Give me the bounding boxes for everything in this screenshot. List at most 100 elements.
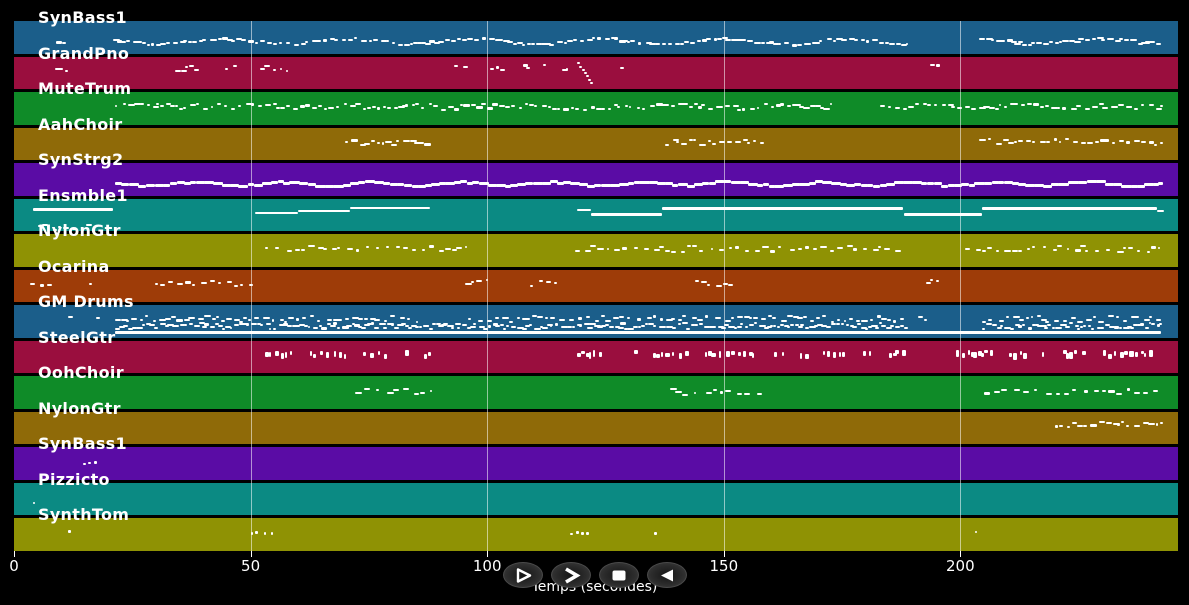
note-mark bbox=[462, 65, 469, 68]
note-mark bbox=[517, 183, 526, 187]
note-mark bbox=[1158, 182, 1164, 186]
note-mark bbox=[149, 324, 155, 327]
note-mark bbox=[687, 185, 695, 189]
note-mark bbox=[377, 142, 380, 145]
note-mark bbox=[585, 353, 590, 357]
track-label: MuteTrum bbox=[38, 79, 132, 98]
note-mark bbox=[253, 183, 263, 187]
stop-icon bbox=[612, 570, 626, 580]
note-mark bbox=[1046, 141, 1051, 144]
note-mark bbox=[901, 43, 907, 46]
note-mark bbox=[1070, 108, 1077, 111]
note-mark bbox=[597, 37, 601, 40]
note-mark bbox=[632, 325, 639, 328]
note-mark bbox=[830, 322, 836, 325]
note-mark bbox=[283, 181, 290, 185]
note-mark bbox=[1056, 393, 1060, 396]
note-mark bbox=[364, 324, 371, 327]
note-mark bbox=[829, 103, 833, 106]
note-mark bbox=[371, 106, 376, 109]
note-mark bbox=[354, 37, 358, 40]
note-mark bbox=[981, 327, 986, 330]
note-mark bbox=[37, 224, 41, 227]
note-mark bbox=[1036, 315, 1041, 318]
note-mark bbox=[1144, 326, 1149, 329]
note-mark bbox=[911, 181, 922, 185]
note-mark bbox=[681, 322, 689, 325]
fast-forward-icon bbox=[565, 566, 581, 584]
note-mark bbox=[866, 40, 870, 43]
note-mark bbox=[360, 326, 366, 329]
note-mark bbox=[848, 37, 856, 40]
note-mark bbox=[1055, 327, 1062, 330]
note-mark bbox=[342, 326, 349, 329]
note-mark bbox=[258, 104, 262, 107]
note-mark bbox=[385, 246, 389, 249]
note-mark bbox=[405, 350, 409, 357]
note-mark bbox=[278, 42, 283, 45]
note-mark bbox=[903, 327, 908, 330]
note-mark bbox=[1134, 392, 1141, 395]
note-mark bbox=[791, 104, 798, 107]
fast-forward-button[interactable] bbox=[551, 562, 591, 588]
note-mark bbox=[275, 350, 279, 357]
note-mark bbox=[1083, 424, 1088, 427]
note-mark bbox=[1100, 39, 1106, 42]
note-mark bbox=[503, 40, 510, 43]
note-mark bbox=[1058, 425, 1063, 428]
note-mark bbox=[654, 531, 657, 535]
note-mark bbox=[612, 316, 619, 319]
note-mark bbox=[784, 324, 790, 328]
play-button[interactable] bbox=[503, 562, 543, 588]
note-mark bbox=[366, 245, 370, 248]
note-mark bbox=[1051, 106, 1059, 109]
note-mark bbox=[411, 249, 417, 252]
note-mark bbox=[1026, 247, 1031, 251]
note-mark bbox=[267, 41, 273, 44]
note-mark bbox=[815, 179, 823, 183]
note-mark bbox=[594, 184, 602, 188]
note-mark bbox=[748, 317, 752, 320]
note-mark bbox=[900, 324, 905, 327]
stop-button[interactable] bbox=[599, 562, 639, 588]
note-mark bbox=[1031, 323, 1037, 326]
note-mark bbox=[744, 392, 751, 395]
note-mark bbox=[264, 65, 271, 68]
note-mark bbox=[731, 38, 738, 41]
note-mark bbox=[849, 324, 855, 328]
note-mark bbox=[172, 324, 178, 328]
note-mark bbox=[247, 183, 255, 187]
note-mark bbox=[817, 323, 823, 326]
note-mark bbox=[712, 325, 717, 328]
axis-tick-label: 0 bbox=[9, 556, 19, 575]
note-mark bbox=[892, 320, 897, 323]
note-mark bbox=[693, 391, 697, 394]
note-mark bbox=[724, 320, 731, 323]
note-mark bbox=[585, 75, 589, 78]
note-mark bbox=[141, 324, 145, 327]
track-label: Pizzicto bbox=[38, 469, 110, 489]
note-mark bbox=[459, 104, 463, 107]
note-mark bbox=[682, 315, 687, 318]
note-mark bbox=[821, 324, 827, 327]
note-mark bbox=[715, 316, 722, 320]
note-mark bbox=[707, 108, 713, 111]
note-mark bbox=[987, 246, 993, 249]
rewind-button[interactable] bbox=[647, 562, 687, 588]
note-mark bbox=[268, 328, 272, 331]
note-mark bbox=[160, 42, 166, 45]
note-mark bbox=[796, 316, 803, 320]
note-mark bbox=[658, 325, 665, 328]
note-mark bbox=[286, 324, 293, 327]
note-mark bbox=[1116, 250, 1124, 253]
note-mark bbox=[155, 282, 158, 285]
note-mark bbox=[815, 104, 821, 107]
note-mark bbox=[351, 139, 358, 142]
note-mark bbox=[233, 284, 238, 287]
note-mark bbox=[142, 42, 146, 45]
note-mark bbox=[510, 105, 516, 108]
note-mark bbox=[894, 180, 904, 184]
note-mark bbox=[648, 323, 655, 326]
track-label: SynBass1 bbox=[38, 434, 127, 453]
note-mark bbox=[1017, 41, 1023, 44]
